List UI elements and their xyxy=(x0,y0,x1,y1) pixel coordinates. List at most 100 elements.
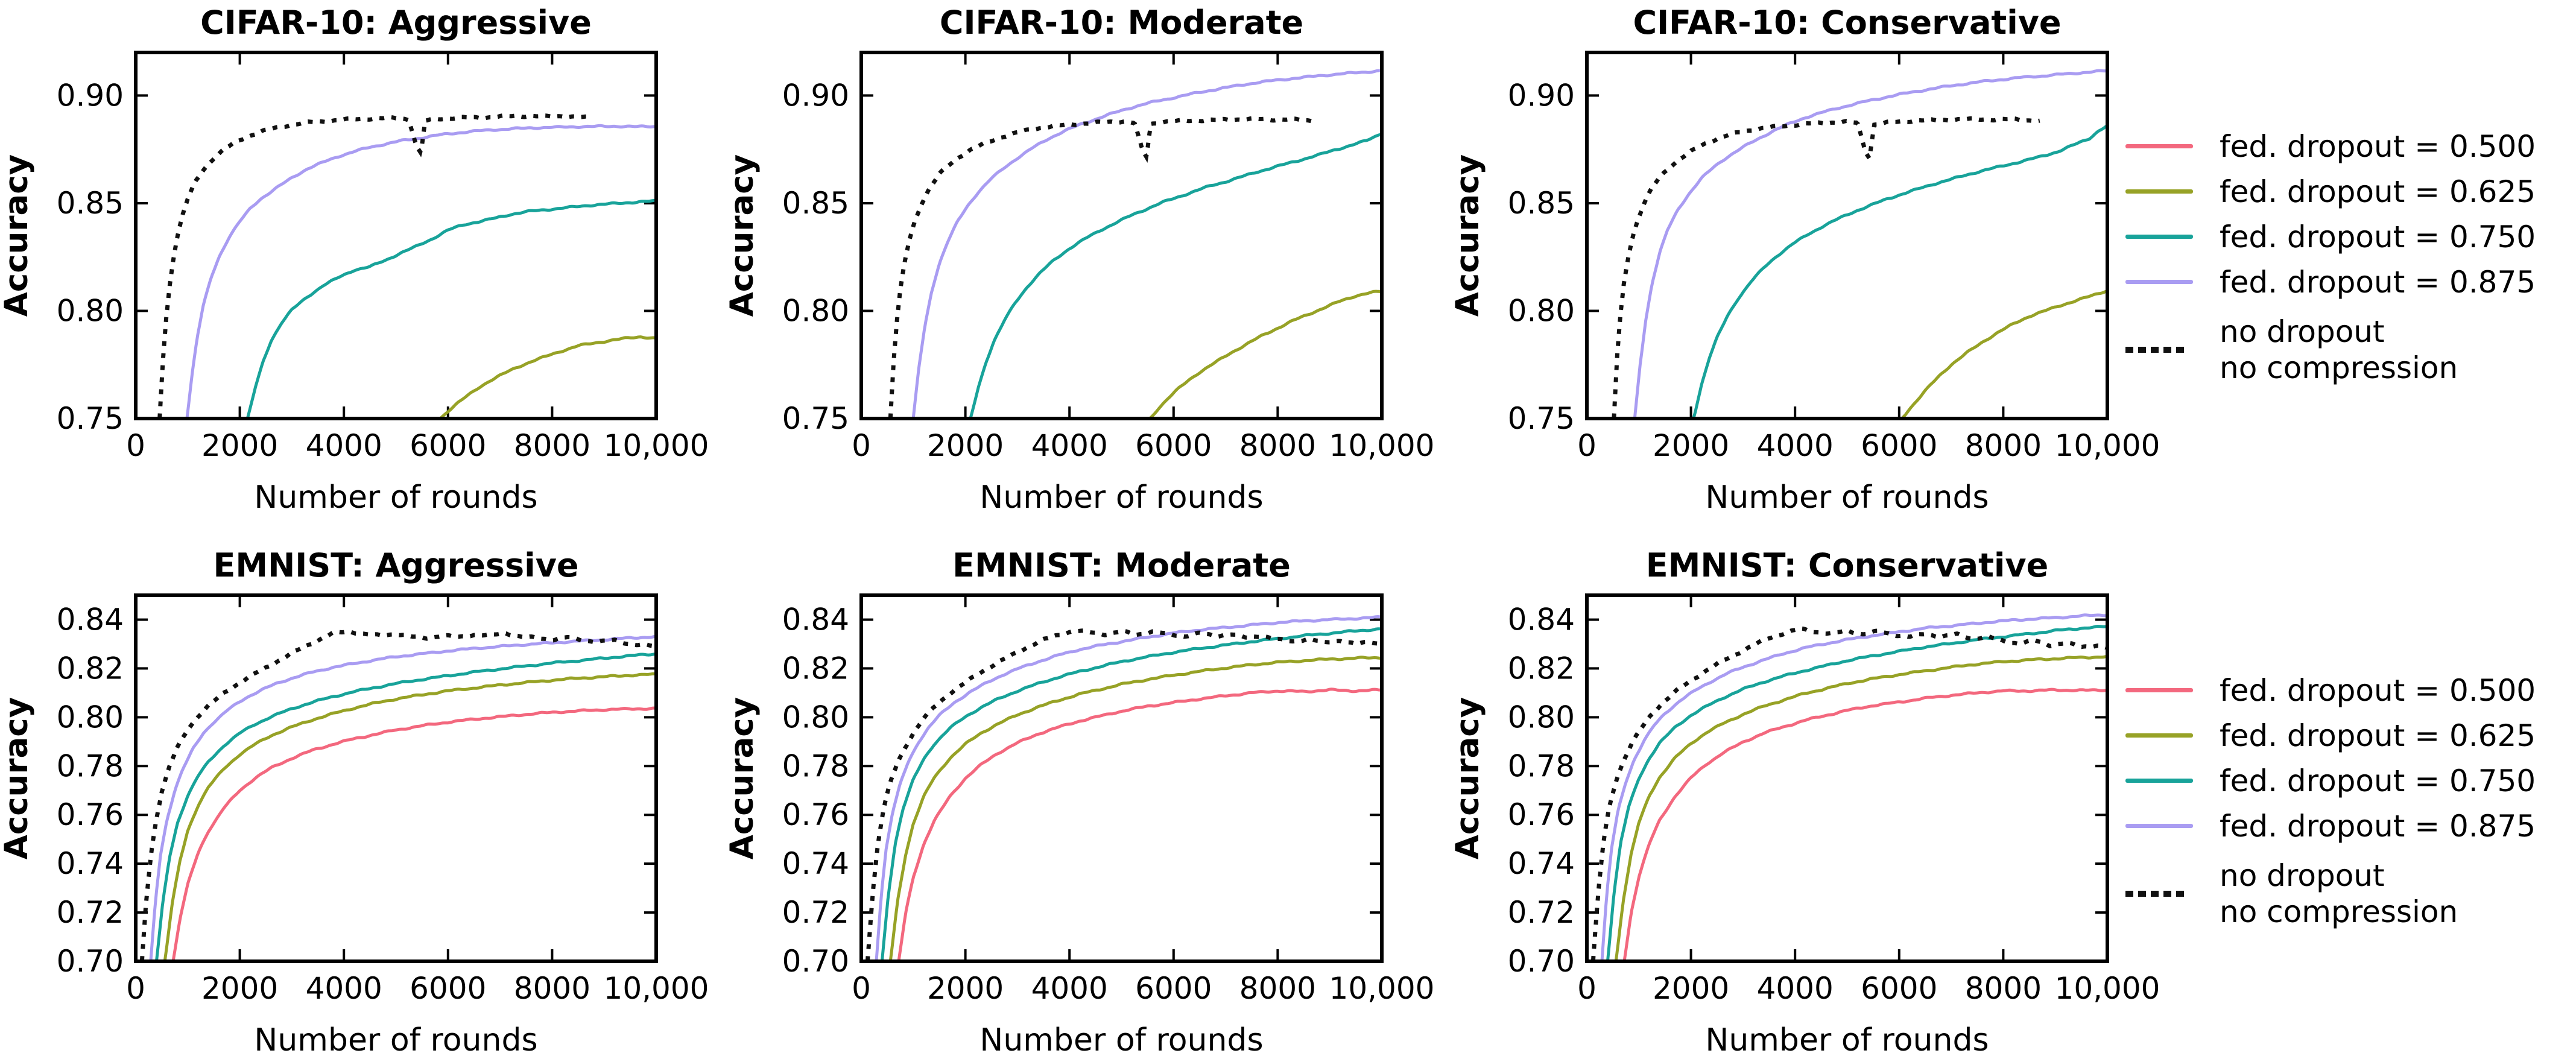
y-tick-label: 0.70 xyxy=(782,944,849,979)
chart-canvas: CIFAR-10: Aggressive Accuracy Number of ro… xyxy=(0,4,709,516)
x-tick-label: 4000 xyxy=(1757,971,1834,1006)
legend-label: fed. dropout = 0.625 xyxy=(2220,174,2536,209)
legend-line-fed-dropout-0500 xyxy=(2125,144,2193,148)
series-fed-dropout-0-875 xyxy=(875,615,1382,961)
legend-item-fed-dropout-0500: fed. dropout = 0.500 xyxy=(2125,124,2536,169)
x-tick-label: 0 xyxy=(126,971,145,1006)
y-tick-label: 0.90 xyxy=(782,78,849,113)
chart-canvas: EMNIST: Conservative Accuracy Number of ro… xyxy=(1449,546,2160,1058)
legend-line-fed-dropout-0875 xyxy=(2125,280,2193,284)
legend-label: no dropout no compression xyxy=(2220,314,2458,386)
series-fed-dropout-0-875 xyxy=(149,634,657,961)
series-fed-dropout-0-750 xyxy=(1606,625,2108,961)
y-tick-label: 0.80 xyxy=(1508,700,1575,735)
plot-title: EMNIST: Conservative xyxy=(1646,546,2048,584)
y-tick-label: 0.78 xyxy=(1508,748,1575,783)
x-tick-label: 8000 xyxy=(1239,971,1316,1006)
y-tick-label: 0.72 xyxy=(57,895,124,930)
y-axis-label: Accuracy xyxy=(0,154,35,317)
x-axis-label: Number of rounds xyxy=(254,1022,537,1058)
series-no-dropout-no-compression xyxy=(139,629,657,961)
x-tick-label: 2000 xyxy=(201,428,278,463)
legend-top: fed. dropout = 0.500 fed. dropout = 0.62… xyxy=(2125,124,2536,395)
x-tick-label: 4000 xyxy=(1031,971,1108,1006)
x-tick-label: 4000 xyxy=(1031,428,1108,463)
x-axis-label: Number of rounds xyxy=(1705,479,1989,516)
series-fed-dropout-0-875 xyxy=(1633,69,2108,419)
legend-label: fed. dropout = 0.875 xyxy=(2220,264,2536,300)
legend-item-fed-dropout-0750: fed. dropout = 0.750 xyxy=(2125,758,2536,803)
series-fed-dropout-0-625 xyxy=(1614,654,2108,961)
series-no-dropout-no-compression xyxy=(1612,116,2040,419)
x-tick-label: 0 xyxy=(852,971,871,1006)
y-tick-label: 0.76 xyxy=(57,797,124,832)
y-tick-label: 0.85 xyxy=(1508,186,1575,221)
series-no-dropout-no-compression xyxy=(888,116,1315,419)
x-tick-label: 0 xyxy=(126,428,145,463)
legend-label-line2: no compression xyxy=(2220,350,2458,385)
plot-title: EMNIST: Moderate xyxy=(952,546,1291,584)
legend-line-fed-dropout-0750 xyxy=(2125,235,2193,239)
y-tick-label: 0.72 xyxy=(782,895,849,930)
x-tick-label: 2000 xyxy=(927,971,1004,1006)
chart-canvas: EMNIST: Moderate Accuracy Number of rounds… xyxy=(724,546,1434,1058)
x-tick-label: 8000 xyxy=(514,428,590,463)
legend-label: fed. dropout = 0.875 xyxy=(2220,808,2536,844)
y-tick-label: 0.84 xyxy=(782,602,849,637)
x-axis-label: Number of rounds xyxy=(254,479,537,516)
y-tick-label: 0.80 xyxy=(1508,293,1575,328)
legend-label-line1: no dropout xyxy=(2220,858,2385,893)
series-fed-dropout-0-500 xyxy=(171,706,657,961)
axes-frame xyxy=(1585,593,2109,963)
series-fed-dropout-0-750 xyxy=(1692,124,2108,419)
y-tick-label: 0.70 xyxy=(57,944,124,979)
x-tick-label: 0 xyxy=(1577,971,1597,1006)
plot-emnist-moderate: EMNIST: Moderate Accuracy Number of rounds… xyxy=(724,543,1470,1059)
x-tick-label: 10,000 xyxy=(604,428,709,463)
y-tick-label: 0.84 xyxy=(57,602,124,637)
legend-item-fed-dropout-0625: fed. dropout = 0.625 xyxy=(2125,713,2536,758)
y-tick-label: 0.82 xyxy=(57,651,124,686)
plot-cifar10-conservative: CIFAR-10: Conservative Accuracy Number of … xyxy=(1449,0,2196,530)
y-tick-label: 0.85 xyxy=(782,186,849,221)
x-tick-label: 0 xyxy=(1577,428,1597,463)
y-tick-label: 0.76 xyxy=(1508,797,1575,832)
legend-label: fed. dropout = 0.750 xyxy=(2220,219,2536,254)
plot-cifar10-aggressive: CIFAR-10: Aggressive Accuracy Number of ro… xyxy=(0,0,745,530)
y-tick-label: 0.72 xyxy=(1508,895,1575,930)
y-tick-label: 0.90 xyxy=(57,78,124,113)
x-axis-label: Number of rounds xyxy=(1705,1022,1989,1058)
legend-label-line1: no dropout xyxy=(2220,314,2385,349)
x-tick-label: 6000 xyxy=(1135,428,1212,463)
legend-line-fed-dropout-0625 xyxy=(2125,189,2193,194)
axes-frame xyxy=(1585,51,2109,420)
legend-label-line2: no compression xyxy=(2220,894,2458,929)
chart-canvas: CIFAR-10: Moderate Accuracy Number of roun… xyxy=(724,4,1434,516)
x-tick-label: 6000 xyxy=(410,971,486,1006)
series-fed-dropout-0-625 xyxy=(439,335,657,419)
y-axis-label: Accuracy xyxy=(0,697,35,859)
plot-emnist-conservative: EMNIST: Conservative Accuracy Number of ro… xyxy=(1449,543,2196,1059)
y-tick-label: 0.76 xyxy=(782,797,849,832)
axes-frame xyxy=(859,51,1384,420)
x-tick-label: 4000 xyxy=(306,971,382,1006)
legend-line-fed-dropout-0875 xyxy=(2125,824,2193,828)
x-tick-label: 10,000 xyxy=(2055,971,2160,1006)
series-fed-dropout-0-875 xyxy=(1600,613,2108,961)
plot-cifar10-moderate: CIFAR-10: Moderate Accuracy Number of roun… xyxy=(724,0,1470,530)
series-no-dropout-no-compression xyxy=(1590,626,2108,961)
y-axis-label: Accuracy xyxy=(1451,697,1486,859)
legend-label: fed. dropout = 0.750 xyxy=(2220,763,2536,798)
series-fed-dropout-0-750 xyxy=(246,198,657,419)
plot-title: EMNIST: Aggressive xyxy=(213,546,578,584)
legend-dotted-line-icon xyxy=(2125,891,2187,897)
series-fed-dropout-0-625 xyxy=(163,672,657,961)
legend-line-fed-dropout-0625 xyxy=(2125,733,2193,738)
legend-dotted-line-icon xyxy=(2125,347,2187,353)
plot-title: CIFAR-10: Moderate xyxy=(940,4,1303,42)
y-tick-label: 0.82 xyxy=(782,651,849,686)
axes-frame xyxy=(134,51,658,420)
series-fed-dropout-0-875 xyxy=(185,124,657,419)
x-tick-label: 10,000 xyxy=(604,971,709,1006)
